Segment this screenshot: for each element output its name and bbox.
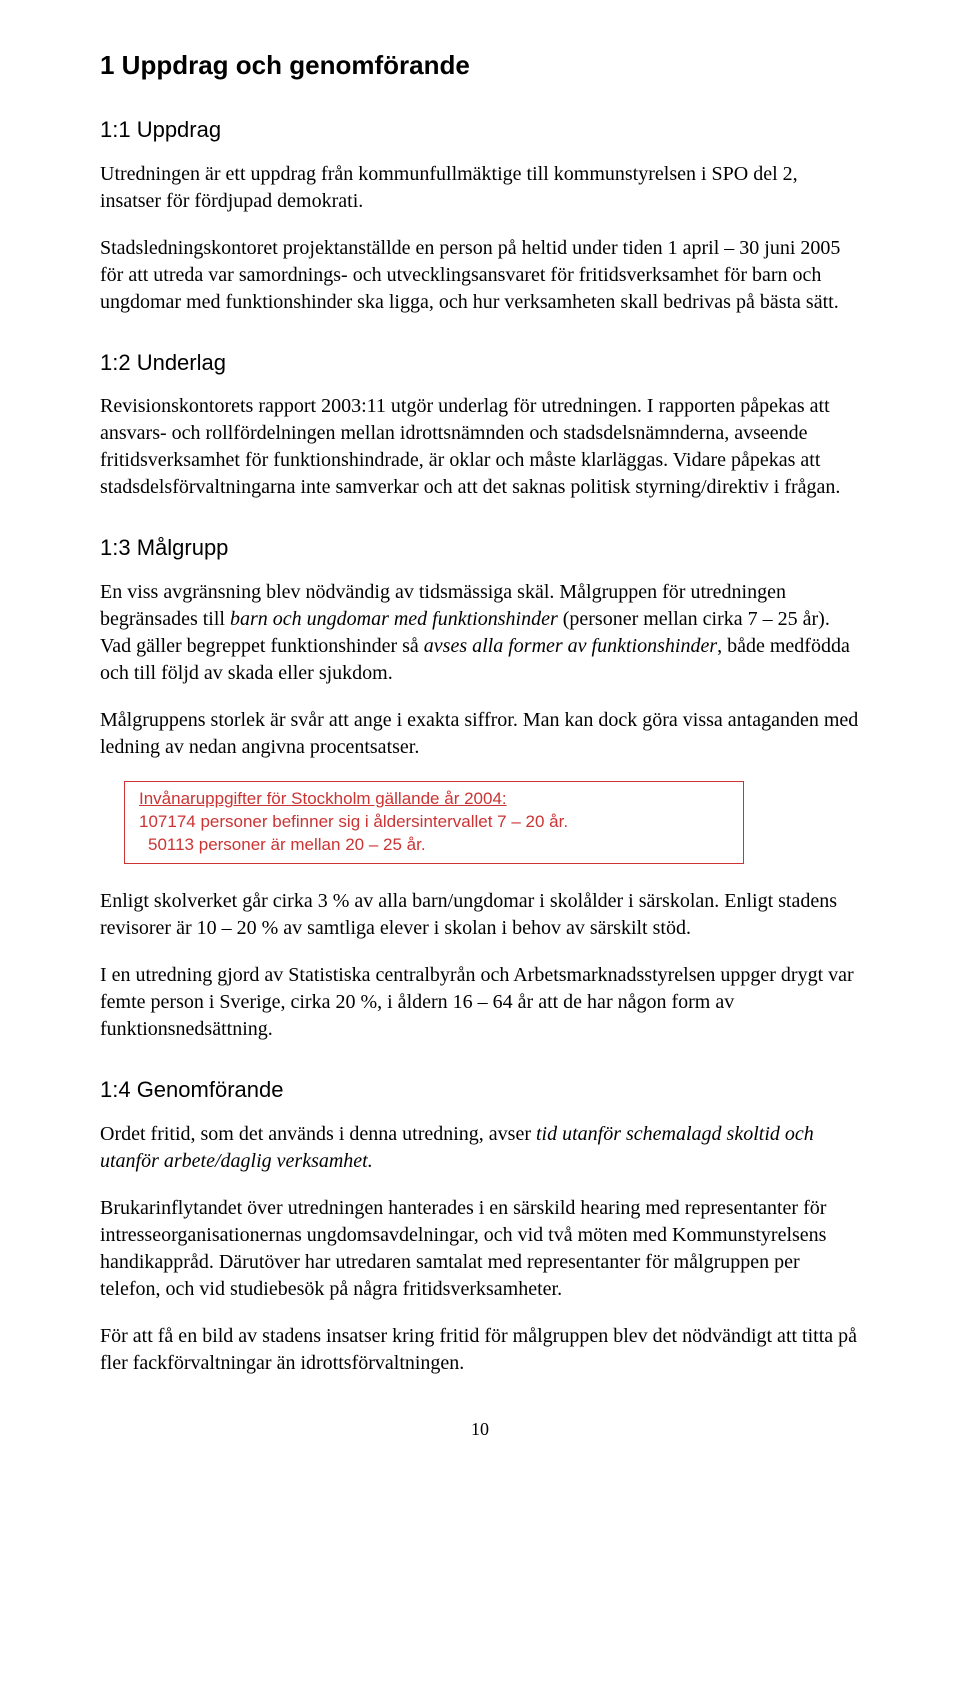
section-1-2-heading: 1:2 Underlag <box>100 348 860 378</box>
section-1-1-para-1: Utredningen är ett uppdrag från kommunfu… <box>100 161 860 215</box>
section-1-3-para-2: Målgruppens storlek är svår att ange i e… <box>100 707 860 761</box>
section-1-3-para-4: I en utredning gjord av Statistiska cent… <box>100 962 860 1043</box>
section-1-4-para-2: Brukarinflytandet över utredningen hante… <box>100 1195 860 1303</box>
section-1-4-heading: 1:4 Genomförande <box>100 1075 860 1105</box>
population-callout-box: Invånaruppgifter för Stockholm gällande … <box>124 781 744 864</box>
emphasis: barn och ungdomar med funktionshinder <box>230 608 558 630</box>
page-title: 1 Uppdrag och genomförande <box>100 48 860 83</box>
emphasis: avses alla former av funktionshinder <box>424 635 717 657</box>
section-1-3-para-1: En viss avgränsning blev nödvändig av ti… <box>100 579 860 687</box>
section-1-3-para-3: Enligt skolverket går cirka 3 % av alla … <box>100 888 860 942</box>
callout-line: 107174 personer befinner sig i åldersint… <box>139 811 729 834</box>
section-1-3-heading: 1:3 Målgrupp <box>100 533 860 563</box>
section-1-1-para-2: Stadsledningskontoret projektanställde e… <box>100 235 860 316</box>
section-1-4-para-1: Ordet fritid, som det används i denna ut… <box>100 1121 860 1175</box>
page-number: 10 <box>100 1417 860 1441</box>
section-1-1-heading: 1:1 Uppdrag <box>100 115 860 145</box>
section-1-2-para-1: Revisionskontorets rapport 2003:11 utgör… <box>100 393 860 501</box>
section-1-4-para-3: För att få en bild av stadens insatser k… <box>100 1323 860 1377</box>
text-run: Ordet fritid, som det används i denna ut… <box>100 1123 536 1145</box>
callout-line: 50113 personer är mellan 20 – 25 år. <box>139 834 729 857</box>
callout-title: Invånaruppgifter för Stockholm gällande … <box>139 788 729 811</box>
